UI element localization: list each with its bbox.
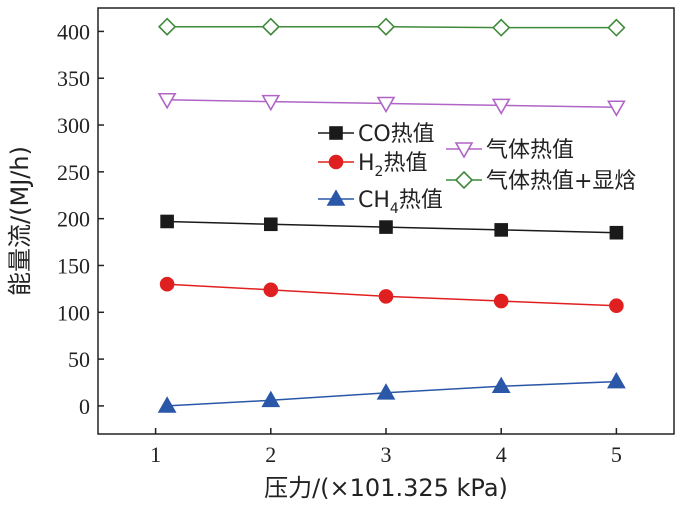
data-point — [157, 396, 177, 413]
data-point — [326, 189, 346, 206]
legend-label: CO热值 — [358, 122, 435, 147]
data-point — [493, 293, 509, 309]
data-point — [607, 18, 626, 37]
data-point — [261, 17, 280, 36]
data-point — [494, 223, 509, 237]
data-point — [376, 96, 396, 114]
legend-item: H2热值 — [318, 151, 427, 180]
data-point — [159, 276, 175, 292]
x-tick-label: 5 — [611, 442, 622, 467]
y-tick-label: 400 — [57, 19, 90, 44]
data-point — [491, 98, 511, 115]
y-axis: 0 50 100 150 200 250 300 350 400 — [57, 19, 104, 419]
y-tick-label: 150 — [57, 253, 90, 278]
series-triangle — [157, 371, 626, 413]
data-point — [376, 17, 396, 36]
data-point — [261, 390, 281, 408]
data-point — [492, 18, 511, 37]
y-tick-label: 50 — [68, 347, 90, 372]
series-square — [160, 214, 624, 240]
data-point — [329, 126, 343, 140]
y-tick-label: 200 — [57, 207, 90, 232]
legend-label: 气体热值 — [486, 138, 574, 163]
data-point — [376, 383, 396, 400]
data-point — [609, 225, 624, 240]
legend-label: H2热值 — [358, 151, 427, 180]
series-layer — [157, 17, 626, 413]
data-point — [263, 282, 279, 298]
series-diamond — [157, 17, 626, 37]
y-tick-label: 300 — [57, 113, 90, 138]
data-point — [261, 94, 281, 112]
x-tick-label: 1 — [150, 442, 161, 467]
y-tick-label: 0 — [79, 394, 90, 419]
data-point — [379, 220, 393, 234]
data-point — [607, 371, 626, 389]
legend-label: CH4热值 — [358, 188, 443, 217]
y-tick-label: 350 — [57, 66, 90, 91]
x-tick-label: 3 — [381, 442, 392, 467]
y-tick-label: 100 — [57, 300, 90, 325]
x-tick-label: 4 — [496, 442, 507, 467]
data-point — [157, 92, 177, 110]
data-point — [160, 214, 174, 229]
data-point — [454, 170, 474, 190]
legend-item: CH4热值 — [318, 188, 443, 217]
y-axis-title: 能量流/(MJ/h) — [6, 146, 34, 296]
data-point — [491, 376, 511, 394]
legend-item: 气体热值+显焓 — [446, 169, 636, 194]
legend-label: 气体热值+显焓 — [486, 169, 636, 194]
data-point — [609, 298, 624, 314]
data-point — [378, 289, 394, 304]
legend-item: 气体热值 — [446, 138, 574, 163]
x-axis: 1 2 3 4 5 — [150, 428, 622, 467]
data-point — [157, 17, 177, 36]
series-circle — [159, 276, 624, 314]
x-axis-title: 压力/(×101.325 kPa) — [264, 474, 508, 502]
x-tick-label: 2 — [265, 442, 276, 467]
data-point — [328, 154, 344, 170]
y-tick-label: 250 — [57, 160, 90, 185]
data-point — [454, 142, 474, 159]
series-triangle-down — [157, 92, 626, 117]
legend-item: CO热值 — [318, 122, 435, 147]
data-point — [607, 100, 626, 117]
data-point — [263, 217, 278, 232]
